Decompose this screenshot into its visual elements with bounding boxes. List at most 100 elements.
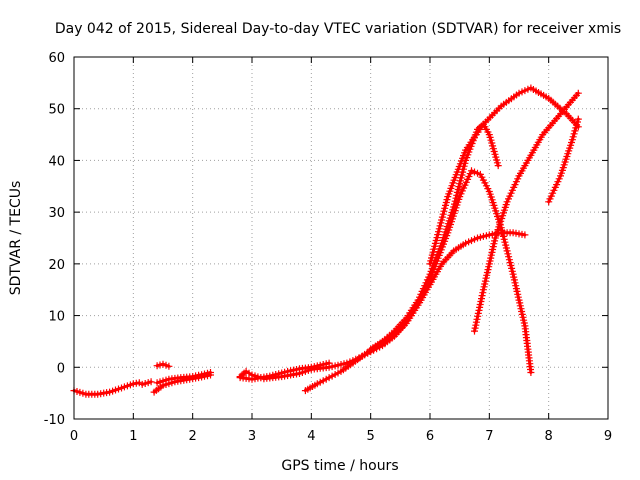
y-tick-label: 30	[48, 206, 65, 221]
data-point-marker	[433, 234, 441, 242]
data-point-marker	[468, 237, 475, 245]
y-tick-label: 40	[48, 154, 65, 169]
data-point-marker	[159, 360, 167, 368]
series-track-k	[471, 89, 582, 335]
data-point-marker	[462, 239, 470, 247]
data-point-marker	[328, 372, 336, 380]
data-point-marker	[476, 301, 484, 308]
data-point-marker	[76, 388, 84, 396]
x-tick-label: 9	[604, 429, 612, 444]
series-track-g	[236, 359, 333, 383]
y-tick-label: 60	[48, 51, 65, 66]
series-track-b	[138, 378, 155, 388]
data-point-marker	[476, 233, 484, 241]
x-tick-label: 8	[545, 429, 553, 444]
data-point-marker	[521, 231, 529, 239]
data-point-marker	[436, 222, 444, 230]
data-point-marker	[515, 89, 523, 97]
series-markers	[153, 360, 173, 370]
data-point-marker	[471, 168, 478, 176]
data-point-marker	[115, 385, 122, 393]
series-markers	[138, 378, 155, 388]
data-point-marker	[207, 369, 214, 376]
series-track-h	[301, 167, 535, 395]
series-track-a	[70, 379, 143, 398]
series-track-l	[545, 115, 582, 206]
ticks: 0 1 2 3 4 5 6 7 8 9 -10 0 10 20 30 40 50 60	[44, 51, 612, 444]
series-markers	[236, 359, 333, 383]
series-markers	[471, 89, 582, 335]
data-point-marker	[505, 253, 513, 261]
data-point-marker	[141, 380, 149, 387]
data-point-marker	[571, 127, 579, 135]
series-markers	[70, 379, 143, 398]
data-point-marker	[473, 315, 481, 323]
series-markers	[545, 115, 582, 206]
plot-frame	[73, 56, 609, 420]
data-point-marker	[569, 133, 577, 141]
data-point-marker	[123, 382, 131, 390]
x-tick-label: 0	[70, 429, 78, 444]
x-tick-label: 1	[129, 429, 137, 444]
y-axis-label: SDTVAR / TECUs	[8, 181, 24, 296]
data-point-marker	[120, 383, 128, 391]
data-point-marker	[337, 361, 345, 368]
x-tick-label: 5	[367, 429, 375, 444]
y-tick-label: 0	[57, 361, 65, 376]
data-point-marker	[325, 359, 333, 367]
data-point-marker	[316, 378, 324, 386]
data-point-marker	[479, 232, 487, 240]
data-point-marker	[319, 377, 327, 385]
data-point-marker	[573, 121, 581, 129]
data-point-marker	[325, 374, 333, 382]
y-tick-label: 50	[48, 103, 65, 118]
data-point-marker	[201, 370, 208, 378]
data-point-marker	[574, 89, 582, 97]
series-track-f	[236, 229, 529, 383]
data-point-marker	[343, 359, 351, 367]
data-point-marker	[275, 370, 283, 378]
data-point-marker	[471, 235, 478, 243]
data-point-marker	[527, 369, 535, 376]
x-tick-label: 7	[485, 429, 493, 444]
data-point-marker	[79, 389, 87, 397]
data-point-marker	[112, 386, 119, 394]
data-point-marker	[165, 362, 173, 370]
data-point-marker	[204, 369, 211, 377]
x-tick-label: 3	[248, 429, 256, 444]
data-point-marker	[138, 380, 146, 388]
data-point-marker	[439, 210, 447, 218]
x-tick-label: 2	[189, 429, 197, 444]
data-point-marker	[334, 369, 342, 377]
data-point-marker	[156, 361, 164, 369]
data-point-marker	[334, 361, 342, 369]
data-point-marker	[443, 196, 451, 204]
data-point-marker	[426, 260, 434, 268]
data-point-marker	[307, 363, 315, 371]
series-markers	[301, 167, 535, 395]
series-markers	[236, 229, 529, 383]
series-track-e	[153, 360, 173, 370]
x-axis-label: GPS time / hours	[281, 458, 398, 474]
data-point-marker	[521, 87, 529, 95]
data-point-marker	[494, 162, 502, 170]
chart-title: Day 042 of 2015, Sidereal Day-to-day VTE…	[55, 21, 621, 37]
y-tick-label: 20	[48, 258, 65, 273]
data-point-marker	[468, 167, 475, 175]
data-point-marker	[106, 388, 114, 396]
x-tick-label: 6	[426, 429, 434, 444]
data-point-marker	[316, 361, 324, 369]
y-tick-label: 10	[48, 310, 65, 325]
series-markers	[153, 369, 214, 387]
data-point-marker	[574, 115, 582, 123]
series-group	[70, 84, 582, 398]
data-point-marker	[310, 363, 318, 371]
series-line	[303, 169, 533, 393]
data-point-marker	[429, 248, 437, 256]
series-track-d	[153, 369, 214, 387]
data-point-marker	[159, 377, 167, 385]
x-tick-label: 4	[307, 429, 315, 444]
data-point-marker	[451, 197, 459, 205]
data-point-marker	[319, 361, 327, 368]
